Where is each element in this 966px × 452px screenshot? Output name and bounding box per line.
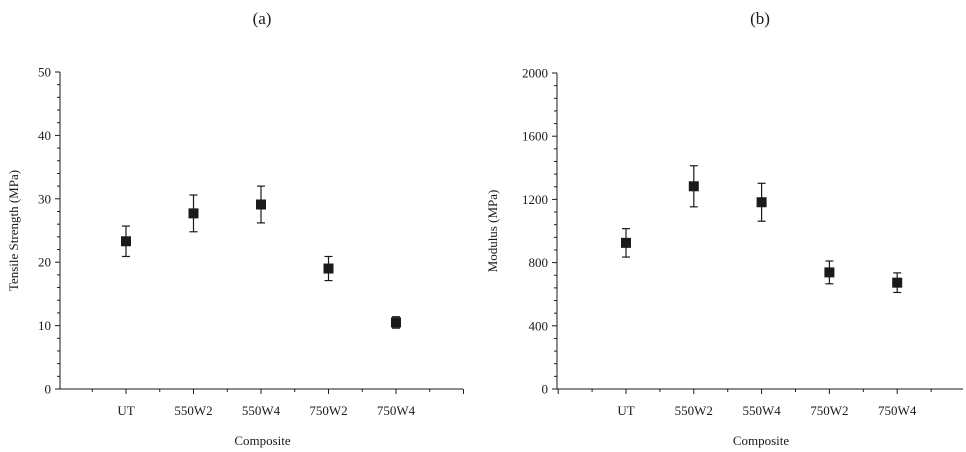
x-axis-title: Composite bbox=[234, 433, 291, 448]
x-tick-label: 550W2 bbox=[675, 403, 713, 418]
y-tick-label: 400 bbox=[529, 318, 549, 333]
y-axis-title: Tensile Strength (MPa) bbox=[6, 170, 21, 291]
y-tick-label: 40 bbox=[38, 128, 51, 143]
y-tick-label: 1600 bbox=[522, 129, 548, 144]
chart-panel-a: (a) 0 10 20 30 40 50 UT 550W2 550W4 750W2 750W4 Comp… bbox=[6, 9, 464, 448]
panel-label: (a) bbox=[253, 9, 272, 28]
x-tick-label: UT bbox=[117, 403, 134, 418]
x-tick-label: 550W4 bbox=[242, 403, 281, 418]
x-tick-label: 750W2 bbox=[309, 403, 347, 418]
x-tick-label: 550W4 bbox=[742, 403, 781, 418]
data-point-marker bbox=[688, 181, 699, 192]
x-tick-label: 550W2 bbox=[174, 403, 212, 418]
y-tick-label: 1200 bbox=[522, 192, 548, 207]
x-tick-label: 750W4 bbox=[377, 403, 416, 418]
chart-panel-b: (b) 0 400 800 1200 1600 2000 UT 550W2 550W4 750W2 7… bbox=[485, 9, 963, 448]
data-point-marker bbox=[188, 208, 199, 219]
y-tick-label: 30 bbox=[38, 191, 51, 206]
panel-label: (b) bbox=[750, 9, 770, 28]
y-axis-title: Modulus (MPa) bbox=[485, 190, 500, 273]
x-axis-title: Composite bbox=[733, 433, 790, 448]
data-point-marker bbox=[824, 267, 835, 278]
data-point-marker bbox=[121, 236, 131, 247]
data-point-marker bbox=[621, 237, 631, 248]
data-point-marker bbox=[892, 277, 903, 288]
y-tick-label: 50 bbox=[38, 65, 51, 80]
y-tick-label: 800 bbox=[529, 255, 549, 270]
x-tick-label: UT bbox=[617, 403, 634, 418]
y-tick-label: 0 bbox=[542, 382, 549, 397]
x-tick-label: 750W4 bbox=[878, 403, 917, 418]
y-tick-label: 20 bbox=[38, 255, 51, 270]
y-tick-label: 2000 bbox=[522, 66, 548, 81]
data-point-marker bbox=[756, 197, 767, 208]
x-tick-label: 750W2 bbox=[810, 403, 848, 418]
data-point-marker bbox=[323, 263, 334, 274]
data-point-marker bbox=[391, 317, 401, 328]
data-point-marker bbox=[256, 199, 266, 210]
y-tick-label: 0 bbox=[45, 382, 52, 397]
y-tick-label: 10 bbox=[38, 318, 51, 333]
